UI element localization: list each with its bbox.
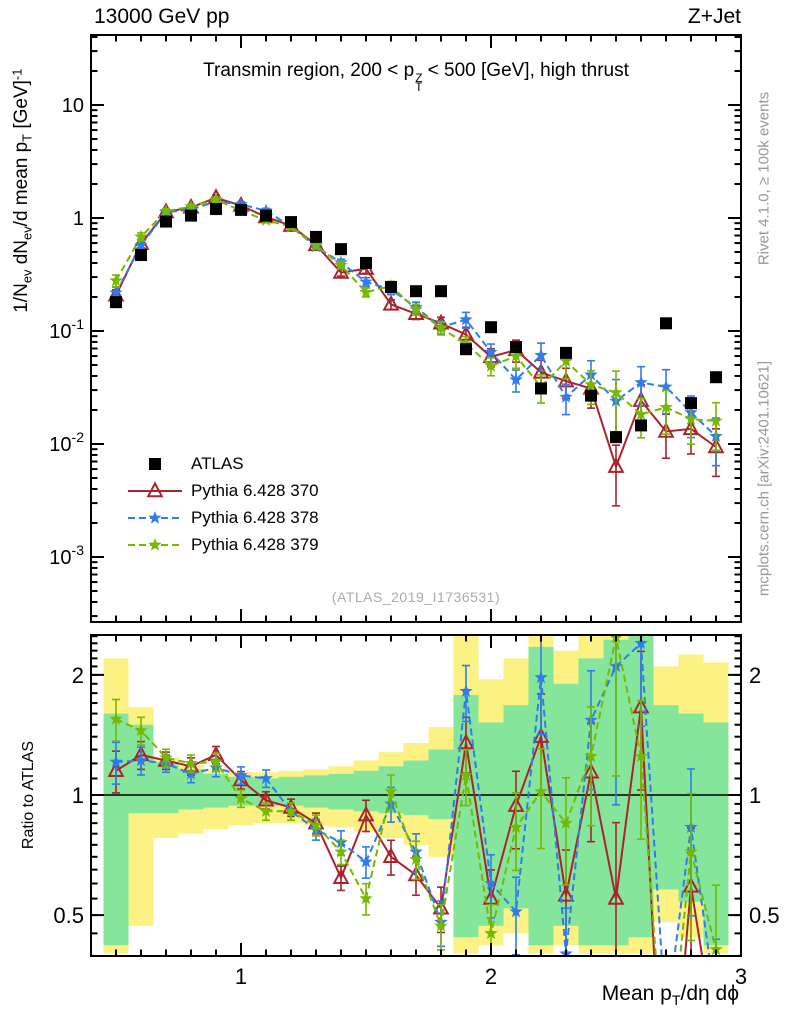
analysis-watermark: (ATLAS_2019_I1736531) bbox=[331, 589, 501, 605]
legend-item-atlas: ATLAS bbox=[126, 450, 319, 477]
svg-text:10-1: 10-1 bbox=[49, 316, 84, 343]
svg-text:10-2: 10-2 bbox=[49, 429, 84, 456]
legend-item-pythia-6-428-378: Pythia 6.428 378 bbox=[126, 504, 319, 531]
legend-marker-star bbox=[128, 510, 182, 524]
legend-label: Pythia 6.428 370 bbox=[191, 480, 319, 500]
svg-text:10: 10 bbox=[62, 95, 84, 117]
tick-labels: 10 1 10-1 10-2 10-3 2 2 1 1 0.5 0.5 1 2 3 bbox=[49, 95, 779, 989]
ratio-panel-series bbox=[107, 635, 723, 956]
process-label: Z+Jet bbox=[687, 5, 741, 28]
svg-text:1: 1 bbox=[235, 964, 247, 989]
svg-text:0.5: 0.5 bbox=[749, 903, 780, 928]
legend: ATLAS Pythia 6.428 370 Pythia 6.428 378 Pyt… bbox=[126, 450, 319, 558]
legend-label: Pythia 6.428 379 bbox=[191, 534, 319, 554]
beam-energy-label: 13000 GeV pp bbox=[94, 5, 230, 28]
legend-marker-square bbox=[149, 457, 161, 470]
svg-text:0.5: 0.5 bbox=[53, 903, 84, 928]
svg-text:2: 2 bbox=[749, 663, 761, 688]
series-pythia-6-428-378 bbox=[109, 194, 723, 467]
svg-text:10-3: 10-3 bbox=[49, 542, 84, 569]
legend-item-pythia-6-428-370: Pythia 6.428 370 bbox=[126, 477, 319, 504]
svg-text:3: 3 bbox=[735, 964, 747, 989]
series-atlas bbox=[110, 203, 722, 444]
axes bbox=[90, 34, 742, 957]
legend-item-pythia-6-428-379: Pythia 6.428 379 bbox=[126, 531, 319, 558]
band-green bbox=[103, 635, 729, 946]
main-panel-series bbox=[107, 188, 725, 507]
svg-text:1: 1 bbox=[73, 208, 84, 230]
svg-text:1: 1 bbox=[72, 783, 84, 808]
series-pythia-6-428-379 bbox=[109, 635, 723, 956]
series-pythia-6-428-370 bbox=[107, 188, 725, 507]
x-axis-label: Mean pT/dη dϕ bbox=[601, 982, 739, 1009]
svg-text:1: 1 bbox=[749, 783, 761, 808]
svg-text:2: 2 bbox=[72, 663, 84, 688]
legend-label: Pythia 6.428 378 bbox=[191, 507, 319, 527]
svg-text:2: 2 bbox=[485, 964, 497, 989]
legend-label: ATLAS bbox=[191, 453, 244, 473]
legend-marker-star bbox=[128, 537, 182, 551]
legend-marker-triangle-open bbox=[128, 480, 182, 497]
series-pythia-6-428-379 bbox=[109, 192, 723, 452]
